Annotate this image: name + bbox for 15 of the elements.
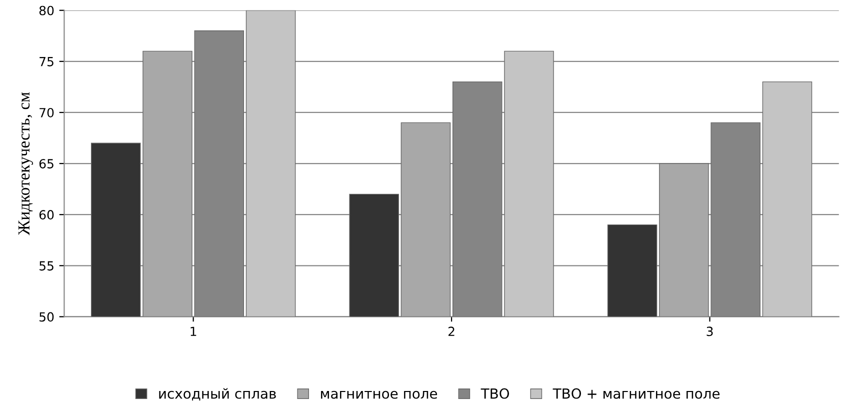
y-tick-label: 65 <box>39 159 54 168</box>
y-tick-label: 80 <box>39 6 54 16</box>
y-tick-label: 75 <box>40 57 54 66</box>
legend-label: ТВО <box>480 388 510 399</box>
legend-label: магнитное поле <box>321 390 438 399</box>
x-tick-label: 3 <box>706 326 713 336</box>
y-tick-label: 70 <box>40 108 54 118</box>
y-tick-label: 50 <box>40 312 54 322</box>
x-tick-label: 1 <box>190 326 196 336</box>
legend-label: исходный сплав <box>159 388 276 401</box>
y-tick-label: 55 <box>40 261 54 271</box>
x-tick-label: 2 <box>448 326 454 336</box>
y-tick-label: 60 <box>39 210 54 220</box>
legend-label: ТВО + магнитное поле <box>552 388 720 399</box>
y-axis-title: Жидкотекучесть, см <box>18 92 34 236</box>
